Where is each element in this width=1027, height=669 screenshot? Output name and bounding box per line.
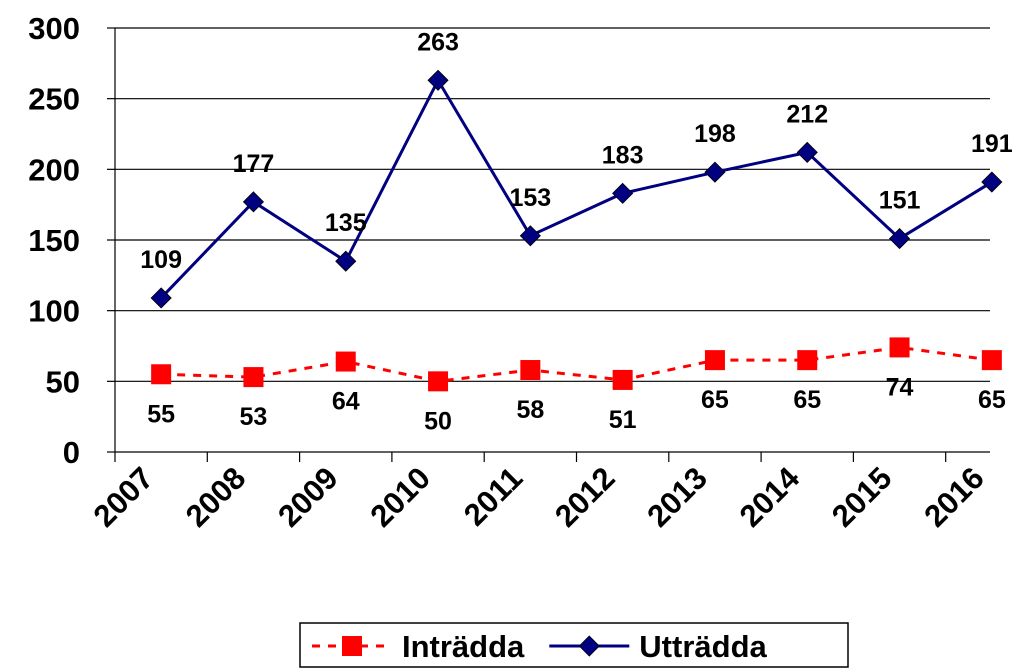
data-label: 151 [879, 187, 921, 215]
x-tick-label: 2015 [825, 460, 899, 534]
x-tick-label: 2013 [640, 460, 714, 534]
point [243, 367, 264, 388]
point [888, 228, 911, 250]
point [335, 250, 357, 272]
data-label: 65 [793, 386, 821, 414]
point [981, 171, 1003, 193]
data-label: 109 [140, 246, 182, 274]
y-tick-label: 300 [28, 11, 80, 46]
legend-label: Inträdda [402, 629, 525, 664]
y-tick-label: 200 [28, 152, 80, 187]
data-label: 74 [886, 373, 914, 401]
data-label: 198 [694, 120, 736, 148]
x-tick-label: 2010 [363, 460, 437, 534]
x-tick-label: 2008 [179, 460, 253, 534]
point [242, 191, 265, 213]
series-line [160, 77, 993, 299]
series-line [161, 345, 993, 383]
data-label: 263 [417, 28, 459, 56]
point [612, 182, 634, 204]
data-label: 65 [978, 386, 1006, 414]
point [797, 350, 818, 371]
data-label: 153 [509, 184, 551, 212]
legend-marker [342, 636, 362, 656]
point [151, 364, 172, 385]
point [796, 141, 818, 163]
data-label: 191 [971, 130, 1013, 158]
y-tick-label: 150 [28, 223, 80, 258]
legend-marker [578, 635, 600, 657]
data-label: 135 [325, 209, 367, 237]
point [427, 69, 449, 91]
point [428, 371, 449, 392]
x-tick-label: 2009 [271, 460, 345, 534]
x-tick-label: 2012 [548, 460, 622, 534]
legend-label: Utträdda [639, 629, 767, 664]
data-label: 65 [701, 386, 729, 414]
point [704, 350, 725, 371]
point [520, 360, 541, 381]
x-tick-label: 2016 [917, 460, 991, 534]
x-tick-label: 2007 [87, 460, 161, 534]
data-label: 58 [516, 396, 544, 424]
point [704, 161, 726, 183]
data-label: 51 [609, 406, 637, 434]
point [150, 287, 172, 309]
data-label: 50 [424, 407, 452, 435]
y-tick-label: 50 [46, 364, 80, 399]
data-label: 55 [147, 400, 175, 428]
data-label: 53 [240, 403, 268, 431]
data-label: 212 [786, 100, 828, 128]
x-tick-label: 2011 [457, 460, 529, 532]
x-tick-label: 2014 [733, 460, 807, 534]
data-label: 183 [602, 141, 644, 169]
data-label: 64 [332, 388, 360, 416]
y-tick-label: 250 [28, 82, 80, 117]
y-tick-label: 0 [63, 435, 80, 470]
point [612, 369, 633, 390]
point [889, 337, 910, 358]
point [335, 351, 356, 372]
point [981, 350, 1002, 371]
point [519, 225, 541, 247]
data-label: 177 [233, 150, 275, 178]
y-tick-label: 100 [28, 294, 80, 329]
